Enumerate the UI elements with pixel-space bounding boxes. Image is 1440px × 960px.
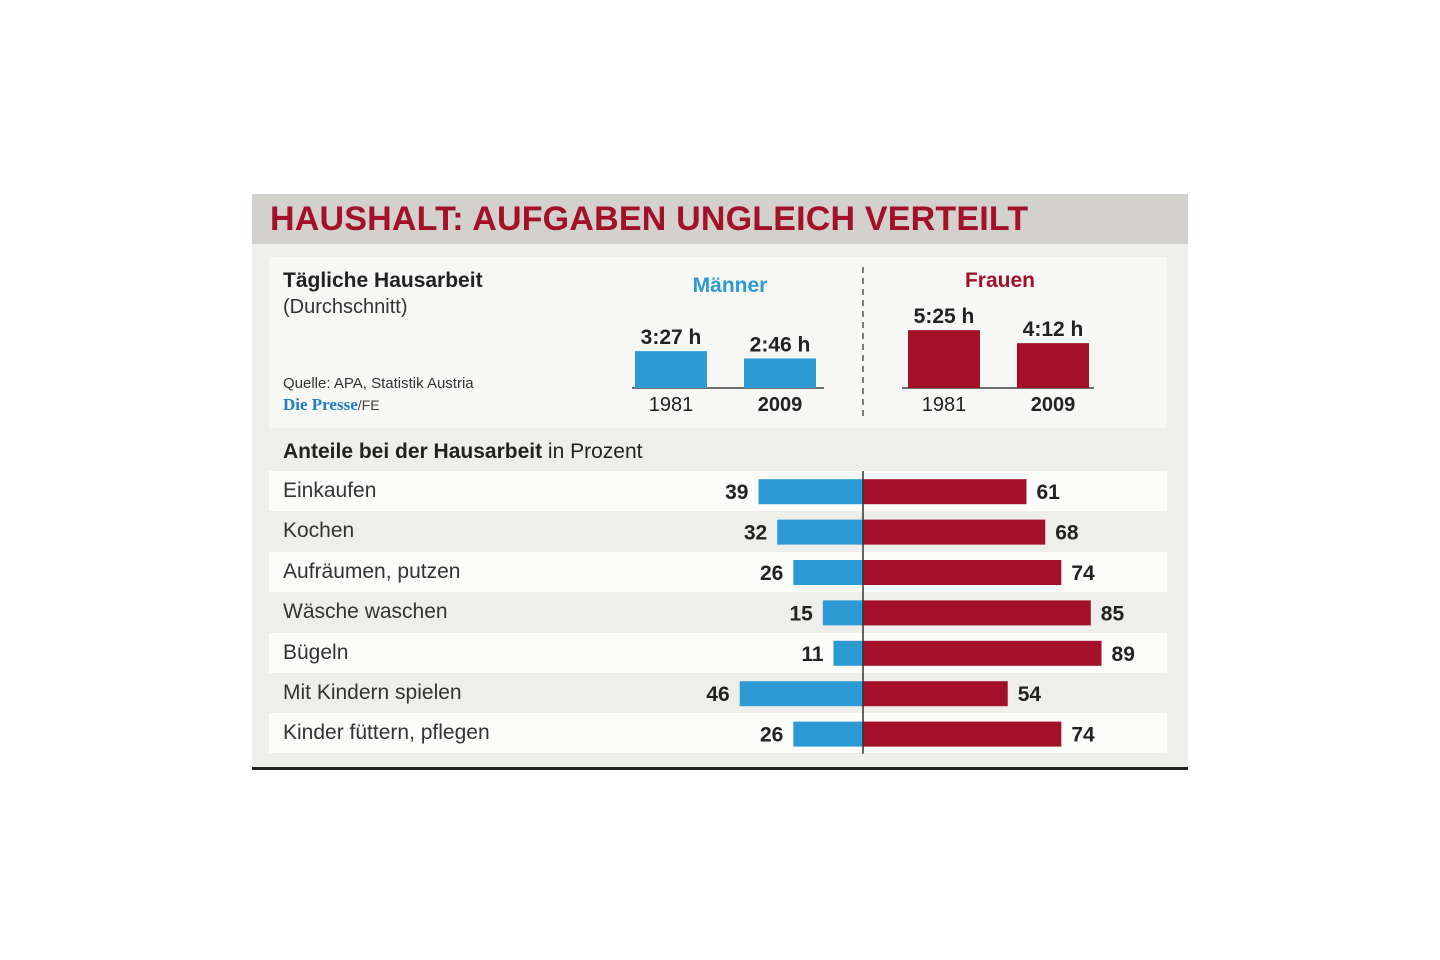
share-row bbox=[269, 673, 1167, 713]
women-share-bar bbox=[863, 721, 1062, 747]
men-share-bar bbox=[758, 479, 863, 505]
category-label: Bügeln bbox=[283, 640, 349, 664]
category-label: Wäsche waschen bbox=[283, 600, 448, 624]
men-share-bar bbox=[739, 681, 863, 707]
daily-panel bbox=[269, 257, 1167, 428]
men-value-label: 32 bbox=[744, 522, 767, 545]
category-label: Aufräumen, putzen bbox=[283, 559, 461, 583]
daily-heading: Tägliche Hausarbeit bbox=[283, 269, 483, 292]
women-share-bar bbox=[863, 640, 1102, 666]
chart-title: HAUSHALT: AUFGABEN UNGLEICH VERTEILT bbox=[270, 200, 1029, 238]
year-label: 2009 bbox=[1031, 394, 1076, 416]
women-value-label: 54 bbox=[1018, 683, 1042, 706]
series-header-frauen: Frauen bbox=[965, 269, 1035, 292]
women-value-label: 61 bbox=[1036, 481, 1060, 504]
men-value-label: 46 bbox=[706, 683, 729, 706]
women-value-label: 89 bbox=[1112, 643, 1135, 666]
time-bar bbox=[635, 351, 707, 388]
men-share-bar bbox=[793, 560, 863, 585]
category-label: Einkaufen bbox=[283, 479, 377, 502]
category-label: Kochen bbox=[283, 519, 355, 543]
year-label: 1981 bbox=[649, 394, 694, 416]
men-value-label: 26 bbox=[760, 724, 783, 747]
time-label: 4:12 h bbox=[1023, 318, 1084, 341]
time-bar bbox=[1017, 343, 1089, 388]
daily-subheading: (Durchschnitt) bbox=[283, 296, 408, 318]
time-label: 2:46 h bbox=[750, 333, 811, 356]
time-label: 5:25 h bbox=[914, 305, 975, 328]
time-bar bbox=[908, 330, 980, 388]
women-share-bar bbox=[863, 560, 1062, 585]
year-label: 2009 bbox=[758, 394, 803, 416]
time-bar bbox=[744, 358, 816, 388]
brand-line: Die Presse/FE bbox=[283, 395, 380, 415]
brand-suffix: /FE bbox=[357, 397, 380, 413]
women-share-bar bbox=[863, 681, 1008, 707]
women-share-bar bbox=[863, 600, 1091, 626]
title-bar: HAUSHALT: AUFGABEN UNGLEICH VERTEILT bbox=[252, 194, 1188, 244]
women-value-label: 68 bbox=[1055, 522, 1079, 545]
share-heading: Anteile bei der Hausarbeit in Prozent bbox=[283, 440, 642, 464]
category-label: Kinder füttern, pflegen bbox=[283, 721, 490, 745]
men-share-bar bbox=[793, 721, 863, 747]
infographic: HAUSHALT: AUFGABEN UNGLEICH VERTEILT Täg… bbox=[252, 194, 1188, 770]
men-share-bar bbox=[822, 600, 863, 626]
women-value-label: 74 bbox=[1071, 724, 1095, 747]
source-text: Quelle: APA, Statistik Austria bbox=[283, 375, 474, 392]
share-heading-bold: Anteile bei der Hausarbeit bbox=[283, 440, 543, 463]
women-value-label: 85 bbox=[1101, 602, 1125, 625]
women-share-bar bbox=[863, 479, 1027, 505]
men-value-label: 15 bbox=[789, 602, 813, 625]
share-heading-unit: in Prozent bbox=[547, 440, 643, 463]
women-value-label: 74 bbox=[1071, 562, 1095, 585]
daily-bar-chart: Männer 3:27 h 1981 2:46 h 2009 Frauen 5:25 h 19… bbox=[632, 267, 1094, 416]
time-label: 3:27 h bbox=[641, 326, 702, 349]
year-label: 1981 bbox=[922, 394, 967, 416]
series-header-maenner: Männer bbox=[693, 274, 768, 297]
women-share-bar bbox=[863, 519, 1046, 545]
men-value-label: 11 bbox=[801, 643, 824, 666]
men-value-label: 26 bbox=[760, 562, 783, 585]
category-label: Mit Kindern spielen bbox=[283, 681, 462, 704]
share-bar-chart: 39 61 32 68 26 74 15 85 11 89 46 54 26 74 bbox=[706, 471, 1135, 754]
brand-logo: Die Presse bbox=[283, 395, 358, 414]
men-value-label: 39 bbox=[725, 481, 748, 504]
men-share-bar bbox=[777, 519, 863, 545]
men-share-bar bbox=[833, 640, 863, 666]
